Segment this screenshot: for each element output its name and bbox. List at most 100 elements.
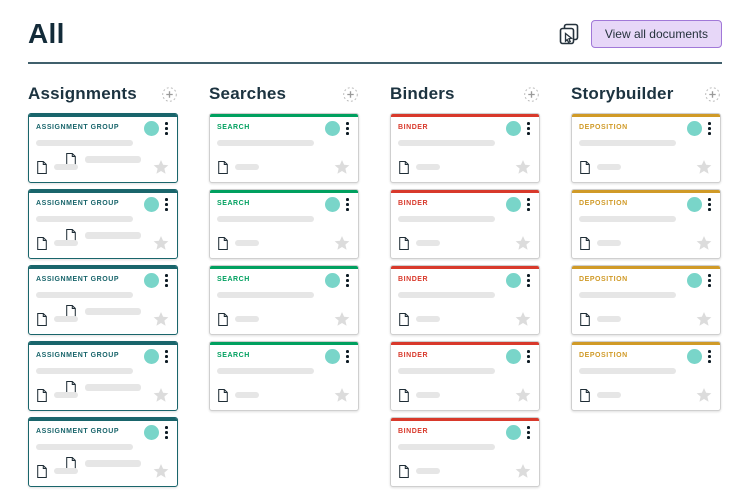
binders-card[interactable]: BINDER	[390, 189, 540, 259]
star-icon[interactable]	[514, 158, 532, 176]
document-placeholder	[85, 460, 141, 467]
star-icon[interactable]	[333, 234, 351, 252]
document-icon	[36, 312, 48, 327]
binders-card[interactable]: BINDER	[390, 341, 540, 411]
kebab-menu-icon[interactable]	[163, 121, 170, 136]
column-assignments: Assignments ASSIGNMENT GROUP	[28, 84, 178, 487]
add-card-icon[interactable]	[161, 86, 178, 103]
card-type-label: SEARCH	[217, 124, 250, 131]
card-type-label: SEARCH	[217, 352, 250, 359]
avatar	[325, 121, 341, 136]
column-storybuilder: Storybuilder DEPOSITION	[571, 84, 721, 487]
card-type-label: BINDER	[398, 276, 429, 283]
star-icon[interactable]	[514, 386, 532, 404]
star-icon[interactable]	[333, 386, 351, 404]
card-title-placeholder	[36, 292, 133, 298]
kebab-menu-icon[interactable]	[344, 121, 351, 136]
assignments-card[interactable]: ASSIGNMENT GROUP	[28, 265, 178, 335]
star-icon[interactable]	[514, 462, 532, 480]
kebab-menu-icon[interactable]	[163, 273, 170, 288]
document-icon	[36, 236, 48, 251]
card-title-placeholder	[398, 292, 495, 298]
avatar	[325, 349, 341, 364]
star-icon[interactable]	[152, 386, 170, 404]
header-actions: View all documents	[557, 20, 722, 48]
searches-card[interactable]: SEARCH	[209, 189, 359, 259]
star-icon[interactable]	[695, 234, 713, 252]
card-accent-bar	[391, 418, 539, 421]
card-type-label: SEARCH	[217, 200, 250, 207]
star-icon[interactable]	[152, 158, 170, 176]
document-icon	[65, 380, 77, 395]
assignments-card[interactable]: ASSIGNMENT GROUP	[28, 113, 178, 183]
assignments-card[interactable]: ASSIGNMENT GROUP	[28, 341, 178, 411]
kebab-menu-icon[interactable]	[344, 349, 351, 364]
searches-card[interactable]: SEARCH	[209, 113, 359, 183]
kebab-menu-icon[interactable]	[525, 197, 532, 212]
card-title-placeholder	[217, 292, 314, 298]
count-placeholder	[54, 240, 78, 246]
star-icon[interactable]	[514, 234, 532, 252]
view-documents-icon[interactable]	[557, 22, 581, 46]
card-accent-bar	[391, 266, 539, 269]
kebab-menu-icon[interactable]	[525, 425, 532, 440]
kebab-menu-icon[interactable]	[706, 273, 713, 288]
card-accent-bar	[210, 342, 358, 345]
add-card-icon[interactable]	[704, 86, 721, 103]
kebab-menu-icon[interactable]	[706, 349, 713, 364]
searches-card[interactable]: SEARCH	[209, 341, 359, 411]
count-placeholder	[235, 240, 259, 246]
kebab-menu-icon[interactable]	[163, 349, 170, 364]
card-type-label: DEPOSITION	[579, 124, 628, 131]
binders-card[interactable]: BINDER	[390, 417, 540, 487]
kebab-menu-icon[interactable]	[163, 197, 170, 212]
storybuilder-card[interactable]: DEPOSITION	[571, 189, 721, 259]
column-header: Assignments	[28, 84, 178, 104]
star-icon[interactable]	[333, 310, 351, 328]
kebab-menu-icon[interactable]	[525, 349, 532, 364]
storybuilder-card[interactable]: DEPOSITION	[571, 113, 721, 183]
card-title-placeholder	[579, 216, 676, 222]
kebab-menu-icon[interactable]	[163, 425, 170, 440]
card-list: SEARCH	[209, 113, 359, 411]
view-all-documents-button[interactable]: View all documents	[590, 20, 722, 48]
kebab-menu-icon[interactable]	[525, 273, 532, 288]
card-accent-bar	[210, 190, 358, 193]
kebab-menu-icon[interactable]	[706, 121, 713, 136]
storybuilder-card[interactable]: DEPOSITION	[571, 265, 721, 335]
storybuilder-card[interactable]: DEPOSITION	[571, 341, 721, 411]
kebab-menu-icon[interactable]	[344, 273, 351, 288]
avatar	[144, 349, 160, 364]
count-placeholder	[54, 316, 78, 322]
star-icon[interactable]	[514, 310, 532, 328]
add-card-icon[interactable]	[523, 86, 540, 103]
binders-card[interactable]: BINDER	[390, 113, 540, 183]
binders-card[interactable]: BINDER	[390, 265, 540, 335]
assignments-card[interactable]: ASSIGNMENT GROUP	[28, 189, 178, 259]
card-type-label: SEARCH	[217, 276, 250, 283]
searches-card[interactable]: SEARCH	[209, 265, 359, 335]
count-placeholder	[235, 164, 259, 170]
card-type-label: BINDER	[398, 200, 429, 207]
card-title-placeholder	[217, 216, 314, 222]
star-icon[interactable]	[695, 158, 713, 176]
star-icon[interactable]	[152, 234, 170, 252]
card-accent-bar	[391, 342, 539, 345]
card-title-placeholder	[579, 292, 676, 298]
star-icon[interactable]	[333, 158, 351, 176]
document-placeholder	[85, 232, 141, 239]
star-icon[interactable]	[695, 386, 713, 404]
kebab-menu-icon[interactable]	[706, 197, 713, 212]
card-type-label: BINDER	[398, 352, 429, 359]
card-accent-bar	[572, 266, 720, 269]
kebab-menu-icon[interactable]	[525, 121, 532, 136]
star-icon[interactable]	[152, 310, 170, 328]
add-card-icon[interactable]	[342, 86, 359, 103]
card-accent-bar	[391, 190, 539, 193]
kebab-menu-icon[interactable]	[344, 197, 351, 212]
card-title-placeholder	[579, 368, 676, 374]
avatar	[506, 121, 522, 136]
star-icon[interactable]	[695, 310, 713, 328]
assignments-card[interactable]: ASSIGNMENT GROUP	[28, 417, 178, 487]
star-icon[interactable]	[152, 462, 170, 480]
